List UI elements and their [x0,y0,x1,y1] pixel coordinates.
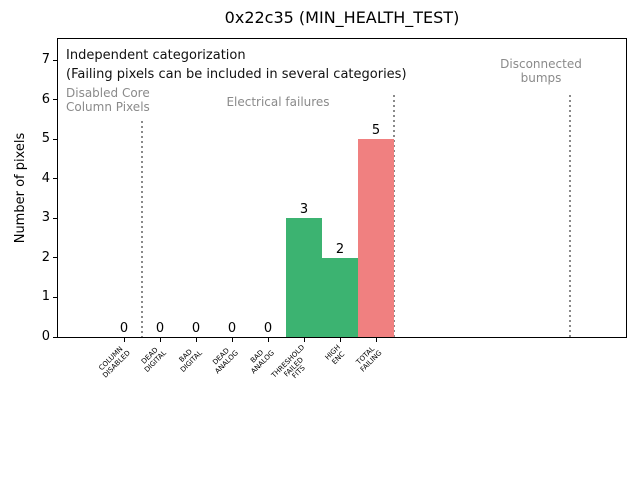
x-tick [375,338,377,342]
bar-value-label: 5 [371,123,381,139]
y-tick-label: 6 [41,91,50,107]
y-tick-label: 7 [41,52,50,67]
x-tick-label: DEAD ANALOG [210,346,240,376]
bar-value-label: 3 [299,202,309,218]
section-divider-line [141,121,143,337]
bar-value-label: 2 [335,241,345,257]
x-tick-label: HIGH ENC [323,343,347,366]
x-tick [339,338,341,342]
y-tick-label: 5 [41,131,50,147]
x-tick-label: BAD ANALOG [248,348,276,376]
annotation-failing-pixels-note: (Failing pixels can be included in sever… [66,67,407,82]
x-tick [267,338,269,342]
x-tick-label: THRESHOLD FAILED FITS [269,343,307,381]
y-tick [53,99,57,101]
x-tick-label: DEAD DIGITAL [139,345,168,374]
y-tick-label: 1 [41,289,50,305]
y-tick-label: 4 [41,170,50,186]
x-tick [195,338,197,342]
bar [286,218,322,337]
bar-value-label: 0 [227,321,237,336]
chart-title: 0x22c35 (MIN_HEALTH_TEST) [224,8,460,27]
bar-value-label: 0 [263,321,273,336]
bar [358,139,394,337]
annotation-independent-categorization: Independent categorization [66,48,246,63]
x-tick-label: TOTAL FAILING [354,344,384,374]
x-tick [159,338,161,342]
section-label-disconnected-bumps: Disconnected bumps [500,57,582,85]
section-divider-line [393,95,395,337]
bar [322,257,358,337]
y-tick [53,178,57,180]
x-tick [303,338,305,342]
section-label-electrical-failures: Electrical failures [226,95,330,109]
section-divider-line [569,95,572,337]
bar-value-label: 0 [191,321,201,336]
y-tick [53,217,57,219]
x-tick-label: COLUMN DISABLED [97,345,132,380]
y-tick-label: 2 [41,249,50,265]
bar-value-label: 0 [119,321,129,336]
x-tick [123,338,125,342]
y-tick [53,296,57,298]
section-label-disabled-core-column-pixels: Disabled Core Column Pixels [66,86,150,114]
bar-value-label: 0 [155,321,165,336]
x-tick [231,338,233,342]
y-tick-label: 3 [41,210,50,226]
y-tick [53,336,57,338]
y-tick [53,59,57,61]
y-tick-label: 0 [41,329,50,344]
y-tick [53,257,57,259]
x-tick-label: BAD DIGITAL [177,347,204,374]
y-tick [53,138,57,140]
